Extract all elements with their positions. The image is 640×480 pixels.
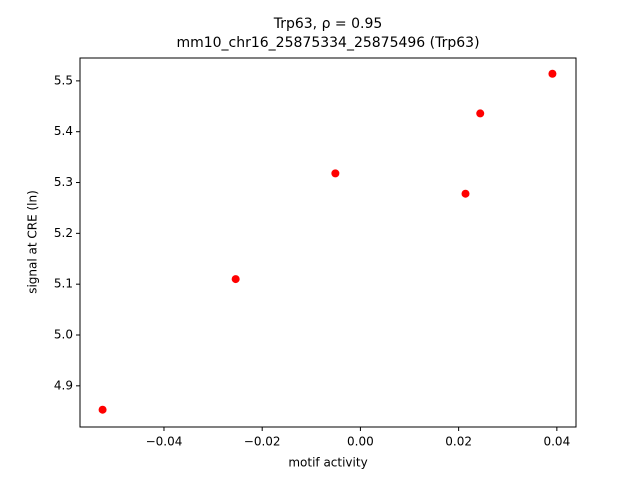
- y-tick-label: 5.5: [54, 73, 73, 87]
- point: [98, 405, 107, 414]
- point: [461, 189, 470, 198]
- x-axis-label: motif activity: [288, 456, 367, 470]
- y-tick-label: 5.0: [54, 328, 73, 342]
- point: [331, 169, 340, 178]
- y-tick-label: 4.9: [54, 378, 73, 392]
- x-tick-label: −0.02: [244, 435, 281, 449]
- y-axis-label: signal at CRE (ln): [26, 190, 40, 294]
- point: [231, 275, 240, 284]
- y-tick-label: 5.2: [54, 226, 73, 240]
- chart-title: Trp63, ρ = 0.95: [273, 16, 383, 32]
- x-tick-label: 0.02: [445, 435, 472, 449]
- y-tick-label: 5.1: [54, 277, 73, 291]
- y-tick-label: 5.3: [54, 175, 73, 189]
- point: [548, 69, 557, 78]
- chart-subtitle: mm10_chr16_25875334_25875496 (Trp63): [176, 35, 479, 51]
- x-tick-label: 0.00: [347, 435, 374, 449]
- x-tick-label: 0.04: [543, 435, 570, 449]
- x-tick-label: −0.04: [146, 435, 183, 449]
- plot-frame: [79, 57, 577, 428]
- y-tick-label: 5.4: [54, 124, 73, 138]
- point: [476, 109, 485, 118]
